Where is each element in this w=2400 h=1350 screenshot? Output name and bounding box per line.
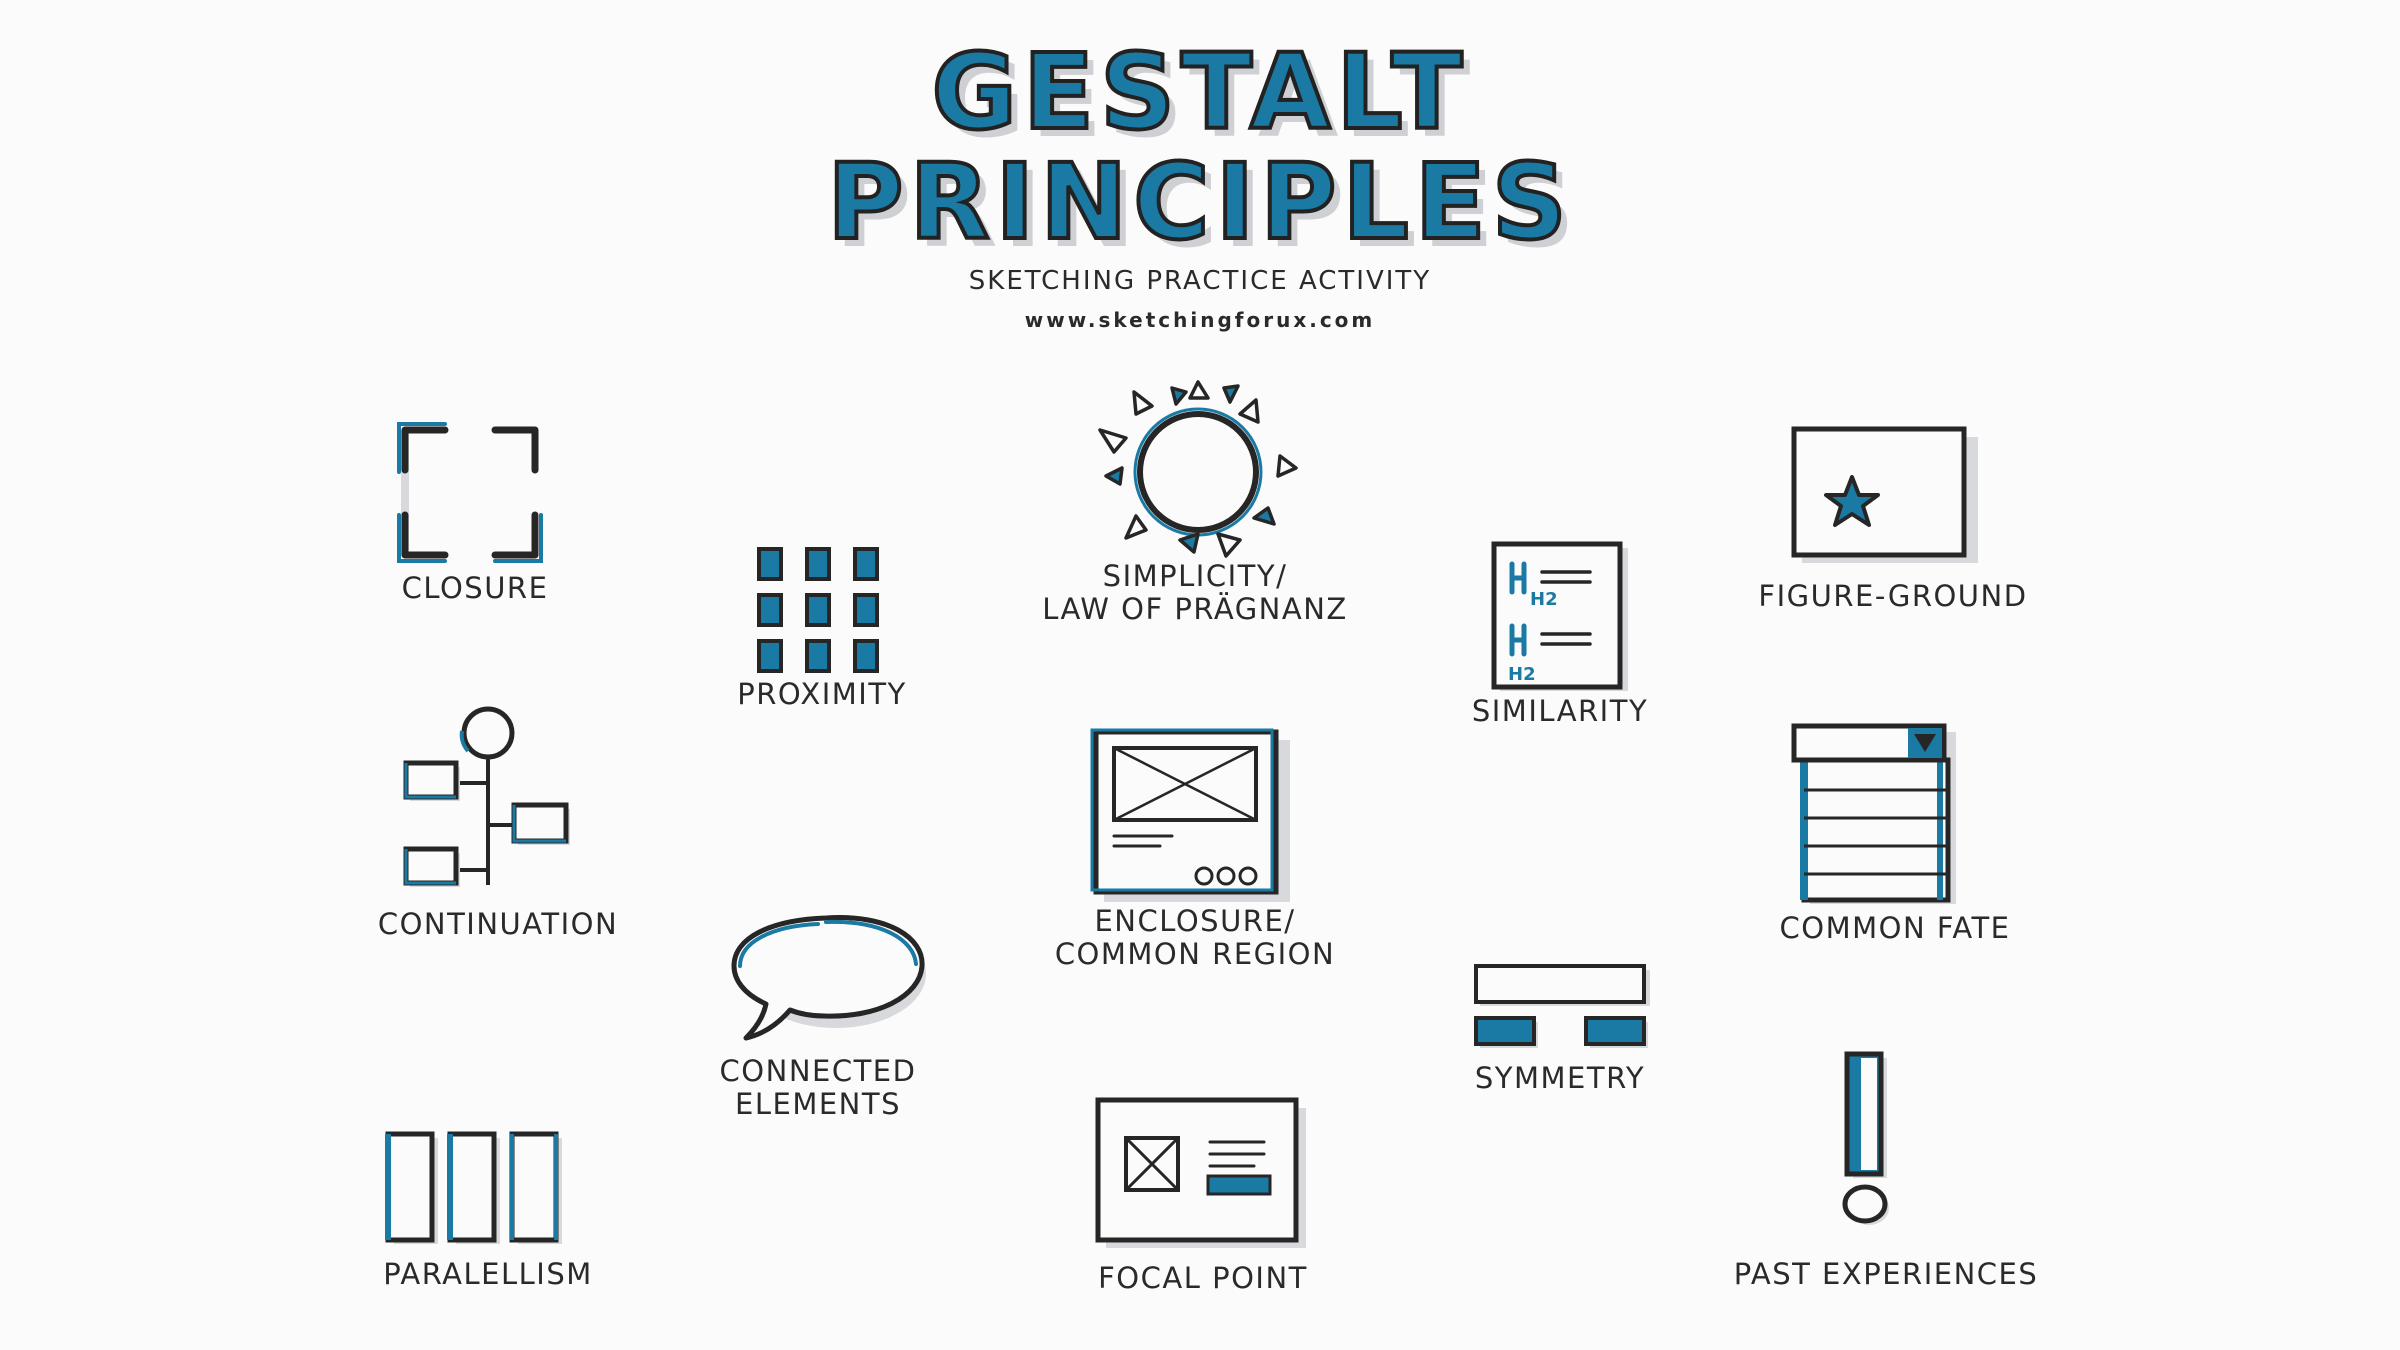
proximity-icon (757, 547, 879, 673)
label-closure: CLOSURE (401, 571, 549, 605)
focal-point-icon (1095, 1097, 1306, 1248)
figure-ground-icon (1791, 426, 1978, 563)
similarity-h2-top: H2 (1530, 589, 1558, 610)
label-enclosure-line-2: COMMON REGION (1054, 937, 1336, 972)
page-subtitle: SKETCHING PRACTICE ACTIVITY (968, 266, 1432, 296)
document-icon: H2 H2 (1491, 541, 1628, 691)
enclosure-icon (1090, 728, 1290, 902)
speech-bubble-icon (731, 915, 926, 1041)
similarity-h2-bottom: H2 (1508, 664, 1536, 685)
label-continuation: CONTINUATION (377, 907, 619, 941)
label-enclosure: ENCLOSURE/ COMMON REGION (1054, 904, 1336, 972)
label-proximity: PROXIMITY (737, 677, 907, 711)
website-url: www.sketchingforux.com (1024, 308, 1376, 332)
page-title-line-1: GESTALT (930, 31, 1469, 153)
label-focal-point: FOCAL POINT (1098, 1261, 1308, 1295)
closure-icon (397, 422, 543, 563)
sun-icon (1098, 380, 1298, 558)
page-title-line-2: PRINCIPLES (825, 141, 1573, 263)
label-connected-elements: CONNECTED ELEMENTS (719, 1054, 917, 1122)
label-symmetry: SYMMETRY (1474, 1061, 1646, 1095)
label-simplicity-line-2: LAW OF PRÄGNANZ (1042, 592, 1348, 627)
exclamation-icon (1842, 1051, 1889, 1225)
label-past-experiences: PAST EXPERIENCES (1733, 1257, 2039, 1291)
label-similarity: SIMILARITY (1471, 694, 1649, 728)
label-paralellism: PARALELLISM (383, 1257, 593, 1291)
star-icon (1824, 475, 1880, 527)
label-connected-line-1: CONNECTED (719, 1054, 917, 1088)
continuation-icon (403, 706, 570, 887)
paralellism-icon (385, 1131, 562, 1244)
label-connected-line-2: ELEMENTS (735, 1087, 901, 1122)
label-figure-ground: FIGURE-GROUND (1758, 579, 2028, 613)
label-common-fate: COMMON FATE (1779, 911, 2011, 945)
dropdown-list-icon (1791, 723, 1956, 904)
label-simplicity-line-1: SIMPLICITY/ (1102, 559, 1288, 593)
label-enclosure-line-1: ENCLOSURE/ (1094, 904, 1296, 938)
label-simplicity: SIMPLICITY/ LAW OF PRÄGNANZ (1042, 559, 1348, 627)
symmetry-icon (1474, 964, 1650, 1048)
chevron-down-icon (1914, 734, 1936, 752)
